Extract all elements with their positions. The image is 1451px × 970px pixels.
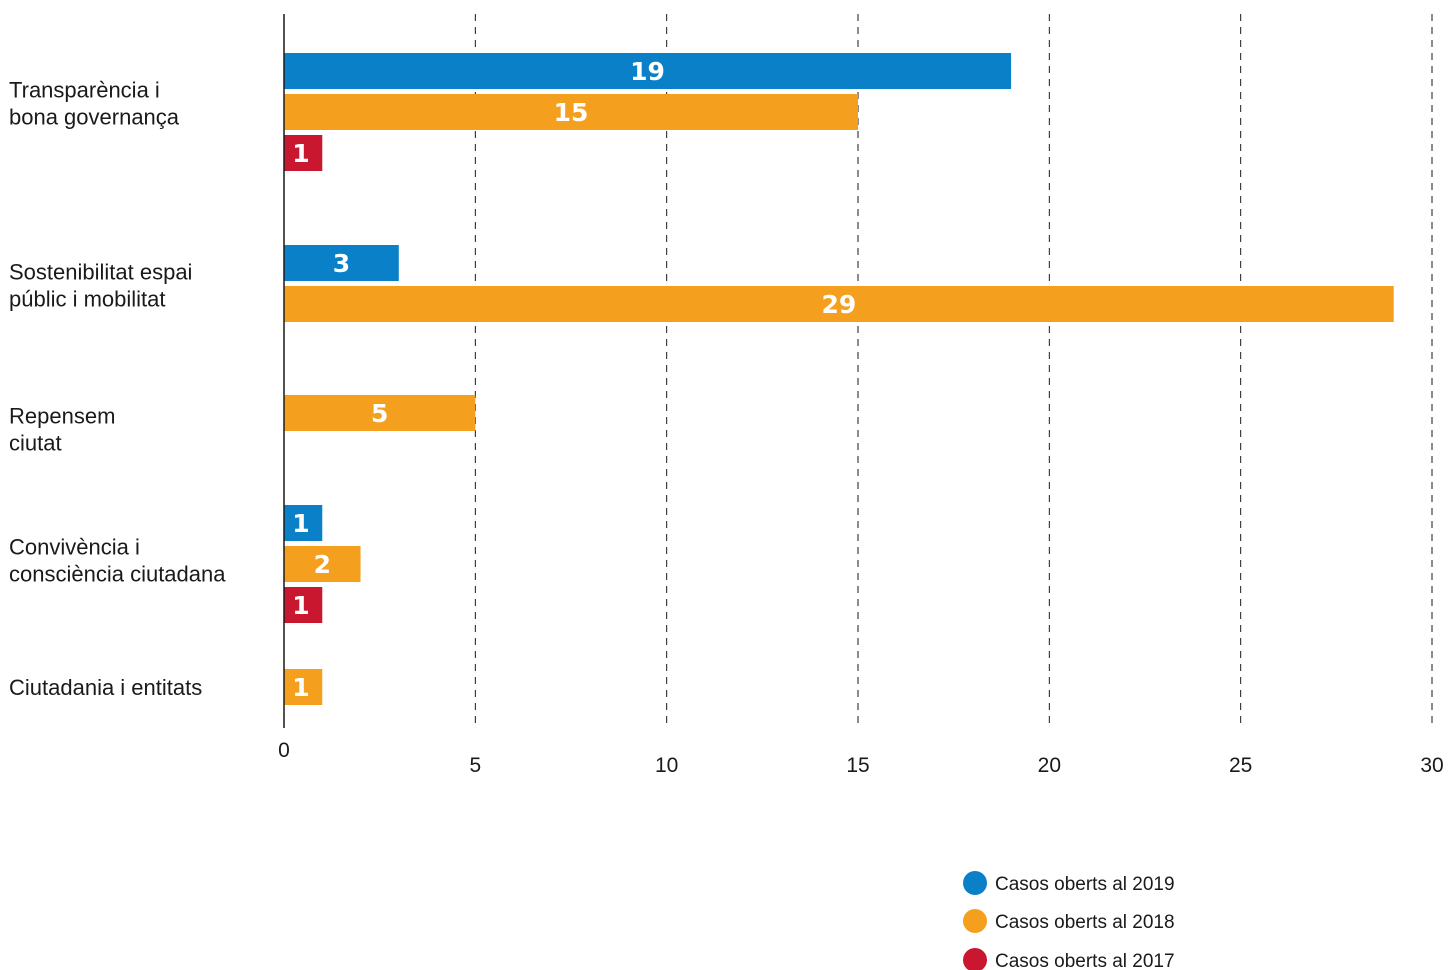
category-label: Convivència i consciència ciutadana — [9, 535, 226, 587]
bar-value-label: 15 — [554, 98, 589, 127]
x-tick-label: 30 — [1420, 754, 1443, 777]
bar — [284, 505, 323, 541]
category-label: Transparència i bona governança — [9, 78, 180, 130]
category-label-line: Sostenibilitat espai — [9, 260, 192, 285]
bar-value-label: 1 — [292, 139, 309, 168]
category-label-line: públic i mobilitat — [9, 287, 166, 312]
legend-swatch — [963, 871, 987, 895]
x-tick-label: 25 — [1229, 754, 1252, 777]
bar-value-label: 2 — [314, 550, 331, 579]
bar-value-label: 29 — [821, 290, 856, 319]
x-tick-label: 10 — [655, 754, 678, 777]
x-tick-labels: 0 5 10 15 20 25 30 — [278, 739, 1444, 777]
legend-label: Casos oberts al 2019 — [995, 874, 1175, 895]
bar — [284, 286, 1394, 322]
category-label-line: Convivència i — [9, 535, 140, 560]
bar — [284, 53, 1012, 89]
category-label-line: ciutat — [9, 431, 62, 456]
bar-value-label: 1 — [292, 591, 309, 620]
category-label-line: bona governança — [9, 105, 180, 130]
category-label-line: consciència ciutadana — [9, 562, 226, 587]
bar-value-label: 1 — [292, 673, 309, 702]
bar-value-label: 5 — [371, 399, 388, 428]
legend-swatch — [963, 948, 987, 970]
bar-value-label: 1 — [292, 509, 309, 538]
bar — [284, 546, 361, 582]
bar — [284, 395, 476, 431]
legend-label: Casos oberts al 2017 — [995, 951, 1175, 970]
legend: Casos oberts al 2019 Casos oberts al 2018… — [963, 871, 1175, 970]
category-labels: Transparència i bona governança Sostenibil… — [9, 78, 226, 701]
bar — [284, 669, 323, 705]
bar-value-label: 19 — [630, 57, 665, 86]
legend-label: Casos oberts al 2018 — [995, 912, 1175, 933]
category-label-line: Repensem — [9, 404, 115, 429]
bar — [284, 135, 323, 171]
x-tick-label: 0 — [278, 739, 290, 762]
bar — [284, 587, 323, 623]
category-label: Repensem ciutat — [9, 404, 115, 456]
bar-value-label: 3 — [333, 249, 350, 278]
bar — [284, 245, 399, 281]
category-label: Ciutadania i entitats — [9, 675, 202, 700]
x-tick-label: 5 — [469, 754, 481, 777]
grid-lines — [474, 14, 1433, 728]
x-tick-label: 20 — [1038, 754, 1061, 777]
category-label-line: Transparència i — [9, 78, 160, 103]
x-tick-label: 15 — [846, 754, 869, 777]
bar — [284, 94, 858, 130]
category-label-line: Ciutadania i entitats — [9, 675, 202, 700]
category-label: Sostenibilitat espai públic i mobilitat — [9, 260, 192, 312]
legend-swatch — [963, 909, 987, 933]
